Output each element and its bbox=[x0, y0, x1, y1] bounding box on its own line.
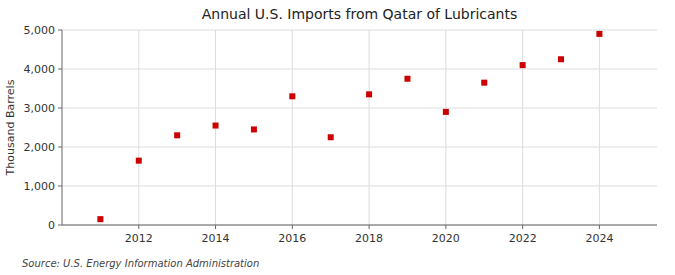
point bbox=[251, 126, 257, 132]
x-tick-label: 2014 bbox=[202, 232, 230, 245]
point bbox=[481, 80, 487, 86]
point bbox=[174, 132, 180, 138]
y-grid-line bbox=[62, 147, 657, 148]
x-tick bbox=[445, 225, 446, 229]
x-tick-label: 2024 bbox=[585, 232, 613, 245]
point bbox=[443, 109, 449, 115]
x-tick bbox=[522, 225, 523, 229]
y-tick bbox=[58, 225, 62, 226]
x-grid-line bbox=[138, 30, 139, 225]
point bbox=[328, 134, 334, 140]
y-axis-label: Thousand Barrels bbox=[4, 79, 17, 176]
point bbox=[520, 62, 526, 68]
y-tick-label: 5,000 bbox=[24, 24, 56, 37]
x-grid-line bbox=[599, 30, 600, 225]
grid bbox=[62, 30, 657, 225]
y-grid-line bbox=[62, 69, 657, 70]
x-tick bbox=[369, 225, 370, 229]
y-axis-line bbox=[62, 30, 63, 225]
x-tick-label: 2016 bbox=[278, 232, 306, 245]
point bbox=[213, 123, 219, 129]
x-tick bbox=[599, 225, 600, 229]
point bbox=[97, 216, 103, 222]
point bbox=[596, 31, 602, 37]
x-tick-label: 2020 bbox=[432, 232, 460, 245]
y-grid-line bbox=[62, 186, 657, 187]
y-grid-line bbox=[62, 30, 657, 31]
x-tick bbox=[292, 225, 293, 229]
chart-container: Annual U.S. Imports from Qatar of Lubric… bbox=[0, 0, 675, 275]
x-tick-label: 2022 bbox=[509, 232, 537, 245]
axes: 0 1,000 2,000 3,000 4,000 5,000 2012 2014 2016 20… bbox=[24, 24, 658, 245]
y-grid-line bbox=[62, 108, 657, 109]
x-axis-line bbox=[62, 225, 657, 226]
source-note: Source: U.S. Energy Information Administ… bbox=[22, 258, 259, 269]
y-tick-label: 1,000 bbox=[24, 180, 56, 193]
x-tick-label: 2018 bbox=[355, 232, 383, 245]
x-grid-line bbox=[522, 30, 523, 225]
y-grid-line bbox=[62, 225, 657, 226]
point bbox=[558, 56, 564, 62]
x-tick bbox=[138, 225, 139, 229]
points bbox=[97, 31, 602, 222]
y-tick bbox=[58, 108, 62, 109]
x-tick bbox=[215, 225, 216, 229]
y-tick-label: 4,000 bbox=[24, 63, 56, 76]
point bbox=[366, 91, 372, 97]
point bbox=[404, 76, 410, 82]
point bbox=[289, 93, 295, 99]
y-tick-label: 0 bbox=[48, 219, 55, 232]
title: Annual U.S. Imports from Qatar of Lubric… bbox=[202, 6, 518, 22]
x-grid-line bbox=[445, 30, 446, 225]
y-tick-label: 3,000 bbox=[24, 102, 56, 115]
y-tick bbox=[58, 30, 62, 31]
y-tick bbox=[58, 186, 62, 187]
y-tick-label: 2,000 bbox=[24, 141, 56, 154]
y-tick bbox=[58, 147, 62, 148]
chart: Annual U.S. Imports from Qatar of Lubric… bbox=[0, 0, 675, 275]
point bbox=[136, 158, 142, 164]
x-tick-label: 2012 bbox=[125, 232, 153, 245]
x-grid-line bbox=[369, 30, 370, 225]
y-tick bbox=[58, 69, 62, 70]
x-grid-line bbox=[292, 30, 293, 225]
